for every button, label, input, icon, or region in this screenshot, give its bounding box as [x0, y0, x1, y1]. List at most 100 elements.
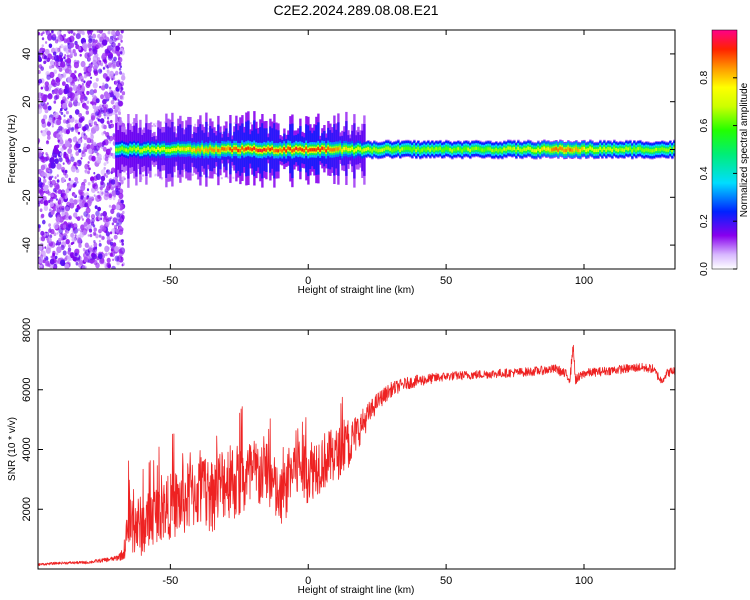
- noise-speckle: [76, 257, 80, 262]
- noise-speckle: [92, 82, 98, 89]
- noise-speckle: [115, 184, 119, 189]
- band-cell: [361, 149, 364, 153]
- noise-speckle: [46, 74, 51, 80]
- noise-speckle: [98, 234, 102, 238]
- noise-speckle: [53, 222, 59, 230]
- noise-speckle: [112, 31, 116, 36]
- noise-speckle: [207, 127, 210, 130]
- y-tick-label: 0: [21, 146, 33, 152]
- band-cell: [543, 146, 546, 150]
- band-cell: [165, 148, 168, 153]
- band-cell: [237, 148, 240, 153]
- band-cell: [235, 146, 238, 151]
- band-cell: [349, 147, 352, 152]
- band-cell: [665, 148, 668, 152]
- noise-speckle: [85, 207, 91, 214]
- band-cell: [569, 148, 572, 152]
- noise-speckle: [64, 139, 68, 144]
- noise-speckle: [53, 117, 56, 120]
- band-cell: [629, 146, 632, 150]
- noise-speckle: [103, 193, 109, 201]
- noise-speckle: [62, 102, 68, 109]
- noise-speckle: [40, 249, 43, 252]
- band-cell: [417, 147, 420, 151]
- noise-speckle: [42, 184, 45, 187]
- band-cell: [347, 147, 350, 152]
- noise-speckle: [47, 263, 51, 267]
- band-cell: [609, 147, 612, 151]
- band-cell: [321, 146, 324, 150]
- band-cell: [183, 147, 186, 151]
- band-cell: [193, 148, 196, 152]
- band-cell: [419, 149, 422, 153]
- y-tick-label: 8000: [21, 318, 33, 342]
- noise-speckle: [38, 224, 41, 229]
- noise-speckle: [112, 106, 115, 109]
- noise-speckle: [107, 72, 110, 75]
- band-cell: [545, 147, 548, 151]
- noise-speckle: [100, 217, 103, 221]
- noise-speckle: [56, 144, 60, 148]
- band-cell: [215, 147, 218, 151]
- band-cell: [435, 147, 438, 151]
- noise-speckle: [119, 65, 122, 68]
- noise-speckle: [83, 66, 89, 73]
- noise-speckle: [40, 230, 45, 236]
- noise-speckle: [81, 265, 88, 269]
- noise-speckle: [87, 80, 91, 86]
- y-tick-label: 20: [21, 96, 33, 108]
- band-cell: [613, 146, 616, 150]
- noise-speckle: [93, 194, 96, 197]
- noise-speckle: [100, 180, 104, 186]
- noise-speckle: [93, 171, 96, 175]
- noise-speckle: [38, 250, 41, 255]
- noise-speckle: [56, 232, 59, 235]
- noise-speckle: [56, 128, 60, 133]
- band-cell: [483, 148, 486, 152]
- band-cell: [247, 146, 250, 150]
- noise-speckle: [74, 234, 77, 238]
- noise-speckle: [118, 100, 124, 107]
- noise-speckle: [71, 236, 77, 243]
- noise-speckle: [215, 172, 218, 175]
- noise-speckle: [207, 176, 210, 179]
- noise-speckle: [154, 124, 157, 127]
- noise-speckle: [53, 266, 57, 269]
- noise-speckle: [84, 254, 91, 261]
- band-cell: [163, 147, 166, 151]
- noise-speckle: [221, 131, 224, 134]
- spectrogram-y-axis: -40 -20 0 20 40: [21, 48, 675, 253]
- band-cell: [579, 149, 582, 153]
- noise-speckle: [69, 35, 75, 43]
- noise-speckle: [83, 71, 87, 75]
- noise-speckle: [108, 252, 111, 255]
- noise-speckle: [76, 237, 82, 244]
- noise-speckle: [55, 205, 58, 209]
- noise-speckle: [74, 177, 79, 182]
- band-cell: [195, 149, 198, 153]
- noise-speckle: [59, 152, 63, 156]
- noise-speckle: [82, 42, 88, 49]
- band-cell: [581, 147, 584, 151]
- noise-speckle: [72, 136, 78, 143]
- band-cell: [555, 147, 558, 151]
- noise-speckle: [115, 105, 120, 111]
- snr-panel: -50 0 50 100 2000 4000 6000 8000 Height of str…: [7, 318, 676, 596]
- noise-speckle: [38, 57, 42, 63]
- band-cell: [377, 149, 380, 153]
- band-cell: [323, 147, 326, 151]
- band-cell: [671, 148, 674, 153]
- noise-speckle: [111, 124, 114, 128]
- noise-speckle: [111, 76, 114, 80]
- band-cell: [653, 148, 656, 153]
- band-cell: [133, 146, 136, 150]
- noise-speckle: [77, 123, 82, 128]
- band-cell: [431, 147, 434, 151]
- noise-speckle: [75, 90, 77, 94]
- noise-speckle: [91, 94, 95, 98]
- noise-speckle: [109, 252, 113, 257]
- noise-speckle: [54, 148, 60, 155]
- band-cell: [269, 147, 272, 152]
- band-cell: [521, 148, 524, 153]
- noise-speckle: [122, 210, 125, 215]
